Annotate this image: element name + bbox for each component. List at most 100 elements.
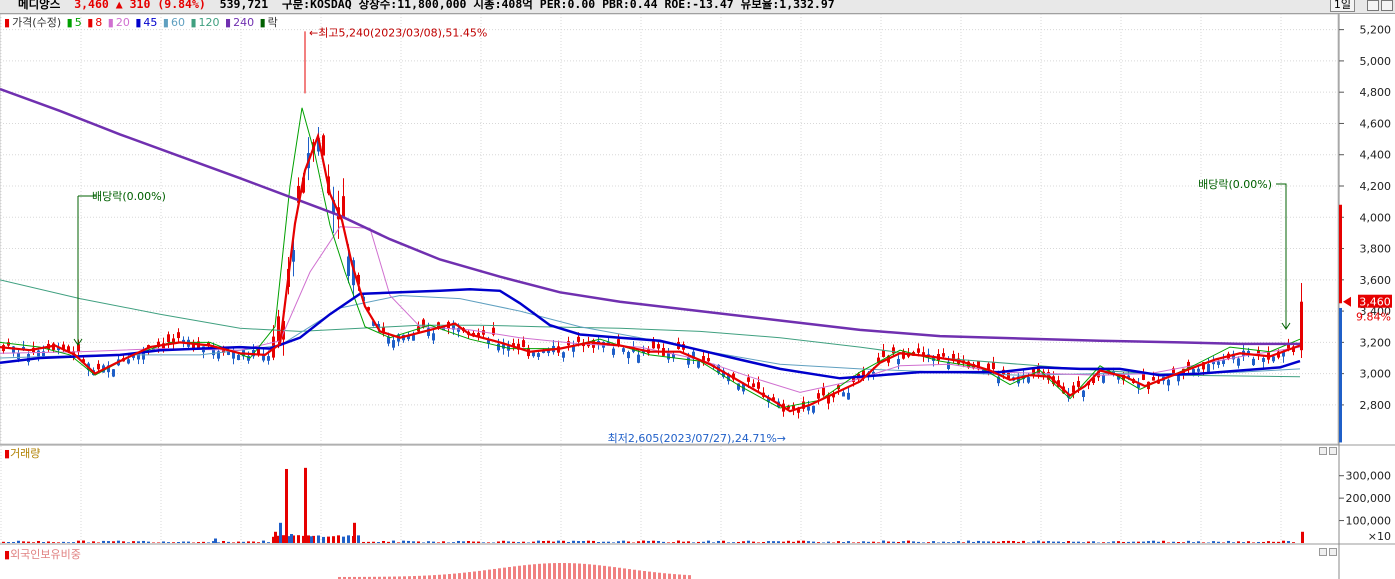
volume-bar <box>282 535 285 543</box>
volume-bar <box>487 542 490 543</box>
volume-bar <box>62 541 65 543</box>
candle-body <box>952 353 955 362</box>
volume-bar <box>557 540 560 543</box>
foreign-ownership-bar <box>478 570 481 579</box>
stock-chart[interactable]: 5,200 5,000 4,800 4,600 4,400 4,200 4,000 3,800… <box>0 14 1395 579</box>
volume-bar <box>1162 540 1165 543</box>
candle-body <box>292 249 295 262</box>
foreign-ownership-bar <box>638 570 641 579</box>
volume-bar <box>772 541 775 543</box>
current-price-pointer <box>1343 296 1351 307</box>
candle-body <box>407 336 410 340</box>
ma240-line <box>0 87 1300 346</box>
ma45-legend-marker: ▮ <box>135 16 142 29</box>
candle-body <box>1152 377 1155 381</box>
volume-bar <box>937 542 940 543</box>
volume-bar <box>1222 542 1225 543</box>
foreign-ownership-bar <box>508 566 511 579</box>
volume-bar <box>217 542 220 543</box>
volume-bar <box>942 541 945 543</box>
candle-body <box>652 341 655 349</box>
volume-bar <box>602 541 605 543</box>
volume-bar <box>497 541 500 543</box>
candle-body <box>1117 375 1120 380</box>
volume-bar <box>397 542 400 543</box>
foreign-ownership-bar <box>573 563 576 579</box>
stock-info-text: 메디앙스 3,460 ▲ 310 (9.84%) 539,721 구분:KOSD… <box>18 0 835 12</box>
volume-bar <box>22 541 25 543</box>
volume-bar <box>337 535 340 543</box>
candle-body <box>182 339 185 344</box>
volume-bar <box>182 541 185 543</box>
foreign-ownership-bar <box>548 563 551 579</box>
volume-bar <box>1172 541 1175 543</box>
stock-info-bar: 메디앙스 3,460 ▲ 310 (9.84%) 539,721 구분:KOSD… <box>0 0 1395 14</box>
candle-body <box>997 376 1000 384</box>
volume-bar <box>1267 541 1270 543</box>
volume-bar <box>1142 541 1145 543</box>
period-button[interactable]: 1일 <box>1329 0 1355 12</box>
volume-bar <box>552 541 555 543</box>
volume-bar <box>162 541 165 543</box>
foreign-ownership-bar <box>463 572 466 579</box>
volume-bar <box>792 541 795 543</box>
volume-bar <box>407 540 410 543</box>
volume-bar <box>37 540 40 543</box>
candle-body <box>207 342 210 346</box>
candle-body <box>1262 358 1265 362</box>
volume-bar <box>202 541 205 543</box>
y-tick-label: 4,000 <box>1360 211 1392 224</box>
candle-body <box>1102 374 1105 383</box>
foreign-ownership-bar <box>378 576 381 579</box>
foreign-ownership-bar <box>483 570 486 579</box>
foreign-ownership-bar <box>633 569 636 579</box>
volume-panel-minimize-button[interactable] <box>1319 447 1327 455</box>
candle-body <box>277 316 280 342</box>
volume-bar <box>197 542 200 543</box>
volume-panel-close-button[interactable] <box>1329 447 1337 455</box>
volume-bar <box>212 541 215 543</box>
volume-bar <box>2 541 5 543</box>
candle-body <box>592 340 595 348</box>
foreign-panel-close-button[interactable] <box>1329 548 1337 556</box>
candle-body <box>877 357 880 363</box>
volume-bar <box>1262 541 1265 543</box>
volume-bar <box>1007 540 1010 543</box>
candle-body <box>1187 361 1190 369</box>
foreign-ownership-bar <box>453 573 456 579</box>
volume-bar <box>992 541 995 543</box>
candle-body <box>427 328 430 336</box>
volume-bar <box>112 541 115 543</box>
close-panel-button[interactable] <box>1381 0 1393 11</box>
volume-bar <box>1117 541 1120 543</box>
foreign-panel-minimize-button[interactable] <box>1319 548 1327 556</box>
dividend-marker-line <box>77 195 96 344</box>
candle-body <box>12 346 15 354</box>
candle-body <box>767 398 770 403</box>
volume-bar <box>272 536 275 543</box>
foreign-ownership-bar <box>653 572 656 579</box>
volume-bar <box>607 541 610 543</box>
candle-body <box>537 353 540 357</box>
foreign-ownership-bar <box>673 574 676 579</box>
candle-body <box>617 339 620 346</box>
volume-bar <box>542 541 545 543</box>
minimize-panel-button[interactable] <box>1367 0 1379 11</box>
volume-bar <box>142 540 145 543</box>
y-tick-label: 4,200 <box>1360 180 1392 193</box>
foreign-ownership-bar <box>393 576 396 579</box>
candle-body <box>802 401 805 409</box>
candle-body <box>572 345 575 352</box>
candle-body <box>637 354 640 363</box>
candle-body <box>497 343 500 351</box>
foreign-ownership-bar <box>683 574 686 579</box>
volume-bar <box>812 541 815 543</box>
candle-body <box>992 362 995 370</box>
volume-bar <box>482 542 485 543</box>
volume-bar <box>1282 540 1285 543</box>
volume-bar <box>1052 541 1055 543</box>
foreign-ownership-bar <box>618 567 621 579</box>
y-tick-label: 5,200 <box>1360 24 1392 37</box>
volume-spike <box>353 522 356 543</box>
volume-bar <box>567 541 570 543</box>
